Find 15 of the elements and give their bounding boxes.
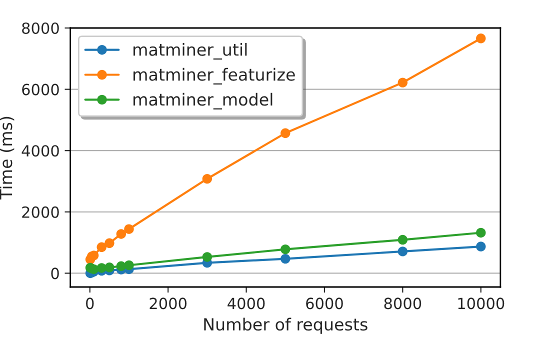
y-tick-label: 6000 xyxy=(22,84,59,96)
x-tick-label: 0 xyxy=(86,298,94,310)
y-tick-label: 0 xyxy=(51,268,59,280)
x-tick-label: 4000 xyxy=(228,298,265,310)
y-tick-label: 8000 xyxy=(22,22,59,34)
x-tick-label: 10000 xyxy=(458,298,504,310)
legend-label: matminer_util xyxy=(134,43,247,60)
legend-label: matminer_featurize xyxy=(134,68,295,85)
legend-label: matminer_model xyxy=(134,92,272,110)
y-tick-label: 2000 xyxy=(22,206,59,218)
x-axis-title: Number of requests xyxy=(204,318,368,334)
x-tick-label: 2000 xyxy=(150,298,187,310)
x-tick-label: 8000 xyxy=(384,298,422,310)
x-tick-label: 6000 xyxy=(306,298,343,310)
y-tick-label: 4000 xyxy=(22,145,59,157)
